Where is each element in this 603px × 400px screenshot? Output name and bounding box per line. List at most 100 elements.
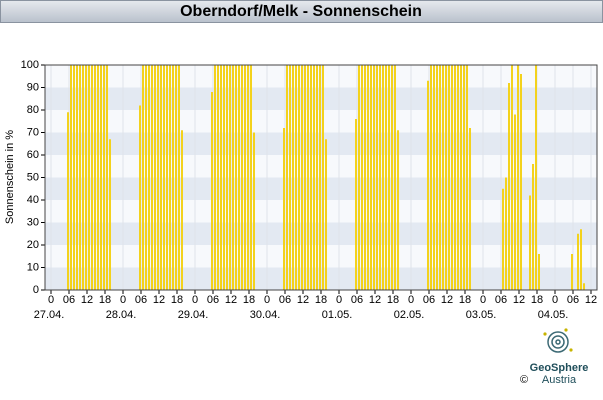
bar (358, 65, 360, 290)
bar (139, 105, 141, 290)
bar (223, 65, 225, 290)
x-tick-label: 06 (567, 294, 579, 306)
x-tick-label: 12 (225, 294, 237, 306)
bar (175, 65, 177, 290)
bar (235, 65, 237, 290)
bar (85, 65, 87, 290)
x-tick-label: 12 (441, 294, 453, 306)
bar (427, 80, 429, 290)
y-tick-label: 0 (33, 284, 39, 296)
bar (214, 65, 216, 290)
x-tick-label: 18 (243, 294, 255, 306)
x-tick-label: 0 (264, 294, 270, 306)
bar (355, 119, 357, 290)
bar (157, 65, 159, 290)
bar (433, 65, 435, 290)
bar (397, 130, 399, 290)
copyright: © (520, 374, 528, 386)
logo: GeoSphere Austria © (520, 328, 588, 386)
bar (508, 83, 510, 290)
bar (361, 65, 363, 290)
bar (160, 65, 162, 290)
bar (172, 65, 174, 290)
bar (226, 65, 228, 290)
bar (154, 65, 156, 290)
bar (451, 65, 453, 290)
bar (469, 128, 471, 290)
bar (289, 65, 291, 290)
bar (325, 139, 327, 290)
bar (322, 65, 324, 290)
date-label: 27.04. (34, 309, 65, 321)
bar (520, 74, 522, 290)
y-tick-label: 50 (27, 171, 39, 183)
x-tick-label: 0 (552, 294, 558, 306)
bar (514, 114, 516, 290)
bar (304, 65, 306, 290)
bar (250, 65, 252, 290)
bar (145, 65, 147, 290)
bar (181, 130, 183, 290)
bar (244, 65, 246, 290)
bar (529, 195, 531, 290)
bar (286, 65, 288, 290)
bar (301, 65, 303, 290)
bar (151, 65, 153, 290)
y-tick-label: 70 (27, 126, 39, 138)
y-axis-label: Sonnenschein in % (4, 130, 16, 224)
x-tick-label: 18 (171, 294, 183, 306)
bar (394, 65, 396, 290)
bar (91, 65, 93, 290)
x-tick-label: 06 (135, 294, 147, 306)
bar (103, 65, 105, 290)
bar (94, 65, 96, 290)
bar (364, 65, 366, 290)
bar (241, 65, 243, 290)
bar (253, 132, 255, 290)
bar (295, 65, 297, 290)
bar (430, 65, 432, 290)
bar (82, 65, 84, 290)
bar (178, 65, 180, 290)
bar (511, 65, 513, 290)
date-label: 28.04. (106, 309, 137, 321)
y-tick-label: 100 (21, 59, 39, 71)
bar (517, 65, 519, 290)
x-tick-label: 0 (192, 294, 198, 306)
bar (382, 65, 384, 290)
bar (319, 65, 321, 290)
logo-dots (543, 328, 573, 352)
bar (463, 65, 465, 290)
y-tick-label: 40 (27, 194, 39, 206)
bar (79, 65, 81, 290)
bar (502, 188, 504, 290)
bar (448, 65, 450, 290)
bar (316, 65, 318, 290)
x-tick-label: 12 (81, 294, 93, 306)
bar (376, 65, 378, 290)
bar (307, 65, 309, 290)
bar (76, 65, 78, 290)
logo-country: Austria (542, 374, 577, 386)
x-tick-label: 0 (48, 294, 54, 306)
x-tick-label: 06 (351, 294, 363, 306)
logo-name: GeoSphere (530, 362, 589, 374)
date-label: 30.04. (250, 309, 281, 321)
bar (283, 128, 285, 290)
x-tick-label: 0 (120, 294, 126, 306)
x-tick-label: 12 (297, 294, 309, 306)
x-tick-label: 0 (408, 294, 414, 306)
x-tick-label: 0 (336, 294, 342, 306)
bar (73, 65, 75, 290)
bar (109, 139, 111, 290)
bar (313, 65, 315, 290)
bar (211, 92, 213, 290)
bar (457, 65, 459, 290)
bar (169, 65, 171, 290)
bar (532, 164, 534, 290)
x-tick-label: 12 (369, 294, 381, 306)
bar (298, 65, 300, 290)
bar (232, 65, 234, 290)
x-tick-label: 06 (63, 294, 75, 306)
